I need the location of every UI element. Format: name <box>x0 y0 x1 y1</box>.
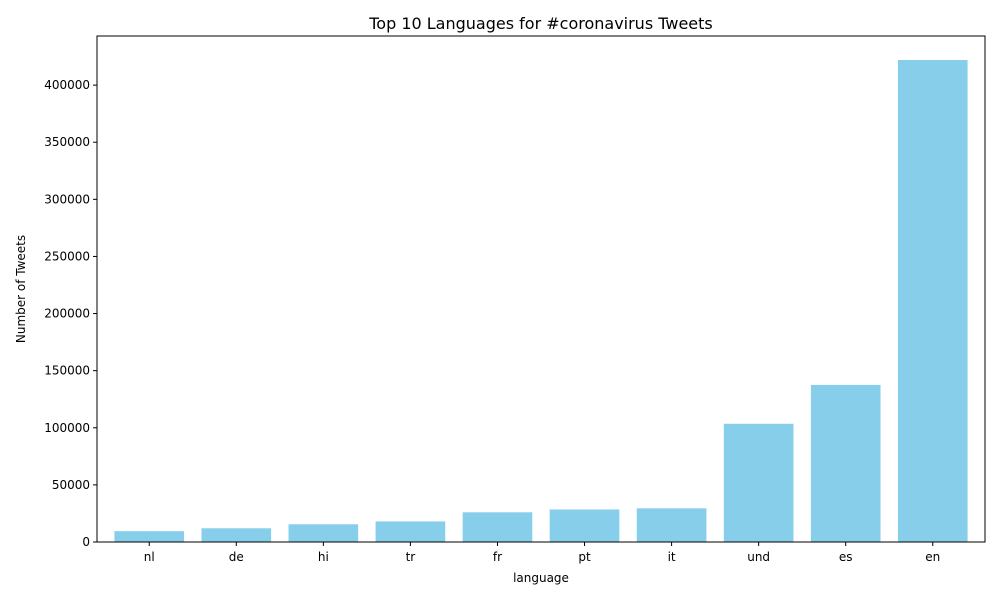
bar-pt <box>549 509 620 542</box>
bar-it <box>636 508 707 542</box>
bar-tr <box>375 521 446 542</box>
chart-title: Top 10 Languages for #coronavirus Tweets <box>368 14 713 33</box>
bars-group <box>114 59 968 543</box>
bar-und <box>723 423 794 542</box>
bar-en <box>897 59 968 543</box>
x-tick-label: hi <box>318 550 329 564</box>
x-axis-label: language <box>513 571 569 585</box>
x-tick-label: it <box>668 550 676 564</box>
y-tick-label: 250000 <box>44 249 90 263</box>
bar-es <box>810 384 881 542</box>
y-tick-label: 50000 <box>52 478 90 492</box>
bar-hi <box>288 524 359 542</box>
x-tick-label: en <box>925 550 940 564</box>
y-tick-label: 0 <box>82 535 90 549</box>
bar-fr <box>462 512 533 542</box>
plot-frame <box>96 35 986 543</box>
y-axis-label: Number of Tweets <box>14 235 28 343</box>
y-axis: 0 50000 100000 150000 200000 250000 300000 3500… <box>44 78 97 549</box>
x-tick-label: pt <box>578 550 591 564</box>
x-tick-label: fr <box>493 550 502 564</box>
y-tick-label: 200000 <box>44 307 90 321</box>
x-axis: nl de hi tr fr pt it und es en <box>144 542 940 564</box>
x-tick-label: tr <box>406 550 416 564</box>
y-tick-label: 400000 <box>44 78 90 92</box>
x-tick-label: nl <box>144 550 155 564</box>
y-tick-label: 150000 <box>44 364 90 378</box>
x-tick-label: de <box>229 550 244 564</box>
y-tick-label: 350000 <box>44 135 90 149</box>
y-tick-label: 300000 <box>44 192 90 206</box>
x-tick-label: und <box>747 550 770 564</box>
bar-de <box>201 528 272 542</box>
y-tick-label: 100000 <box>44 421 90 435</box>
x-tick-label: es <box>839 550 853 564</box>
bar-nl <box>114 531 185 542</box>
